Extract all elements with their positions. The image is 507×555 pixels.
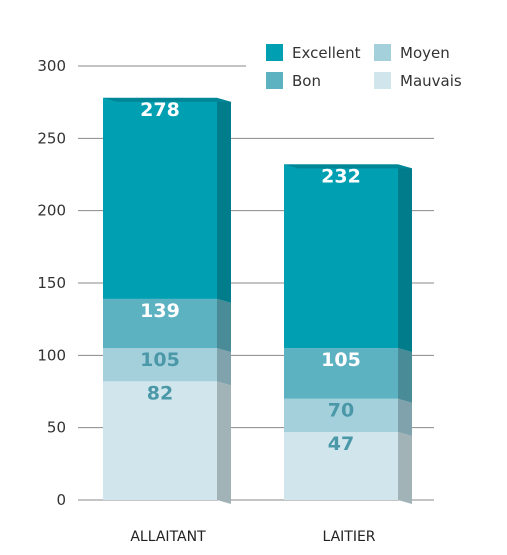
data-label: 232 xyxy=(321,165,361,187)
bar-segment xyxy=(284,432,398,500)
legend-swatch xyxy=(266,44,283,61)
bar-segment-side xyxy=(398,164,412,353)
bar-segment xyxy=(103,298,217,349)
bar-segment xyxy=(103,381,217,500)
legend-label: Mauvais xyxy=(400,72,462,90)
bar-segment-side xyxy=(398,348,412,403)
data-label: 70 xyxy=(328,400,354,422)
bar-segment xyxy=(284,348,398,399)
bars xyxy=(103,97,412,504)
data-label: 278 xyxy=(140,99,180,121)
data-label: 47 xyxy=(328,433,354,455)
bar-segment-side xyxy=(398,398,412,437)
bar-top xyxy=(284,164,412,169)
data-label: 105 xyxy=(321,349,361,371)
y-tick-label: 150 xyxy=(37,274,66,292)
data-label: 105 xyxy=(140,349,180,371)
axes: 0 50 100 150 200 250 300 ALLAITANT LAITIER xyxy=(37,57,375,545)
legend-label: Excellent xyxy=(292,44,361,62)
bar-segment-side xyxy=(217,381,231,504)
legend: Excellent Moyen Bon Mauvais xyxy=(266,44,462,90)
bar-segment xyxy=(103,348,217,382)
data-label: 139 xyxy=(140,300,180,322)
bar-segment xyxy=(284,398,398,433)
y-tick-label: 50 xyxy=(47,419,66,437)
legend-label: Bon xyxy=(292,72,321,90)
category-label: ALLAITANT xyxy=(130,529,206,545)
bar-segment-side xyxy=(217,348,231,386)
legend-swatch xyxy=(266,72,283,89)
y-tick-label: 300 xyxy=(37,57,66,75)
legend-swatch xyxy=(374,44,391,61)
bar-segment-side xyxy=(217,97,231,303)
y-tick-label: 200 xyxy=(37,202,66,220)
bar-segment-side xyxy=(217,298,231,353)
y-tick-label: 250 xyxy=(37,129,66,147)
y-tick-label: 100 xyxy=(37,346,66,364)
bar-top xyxy=(103,97,231,102)
data-labels: 82 105 139 278 47 70 105 232 xyxy=(140,99,361,455)
legend-swatch xyxy=(374,72,391,89)
category-label: LAITIER xyxy=(322,529,375,545)
y-tick-label: 0 xyxy=(56,491,66,509)
legend-label: Moyen xyxy=(400,44,450,62)
bar-segment xyxy=(284,164,398,349)
bar-segment xyxy=(103,97,217,299)
bar-segment-side xyxy=(398,432,412,504)
data-label: 82 xyxy=(147,382,173,404)
